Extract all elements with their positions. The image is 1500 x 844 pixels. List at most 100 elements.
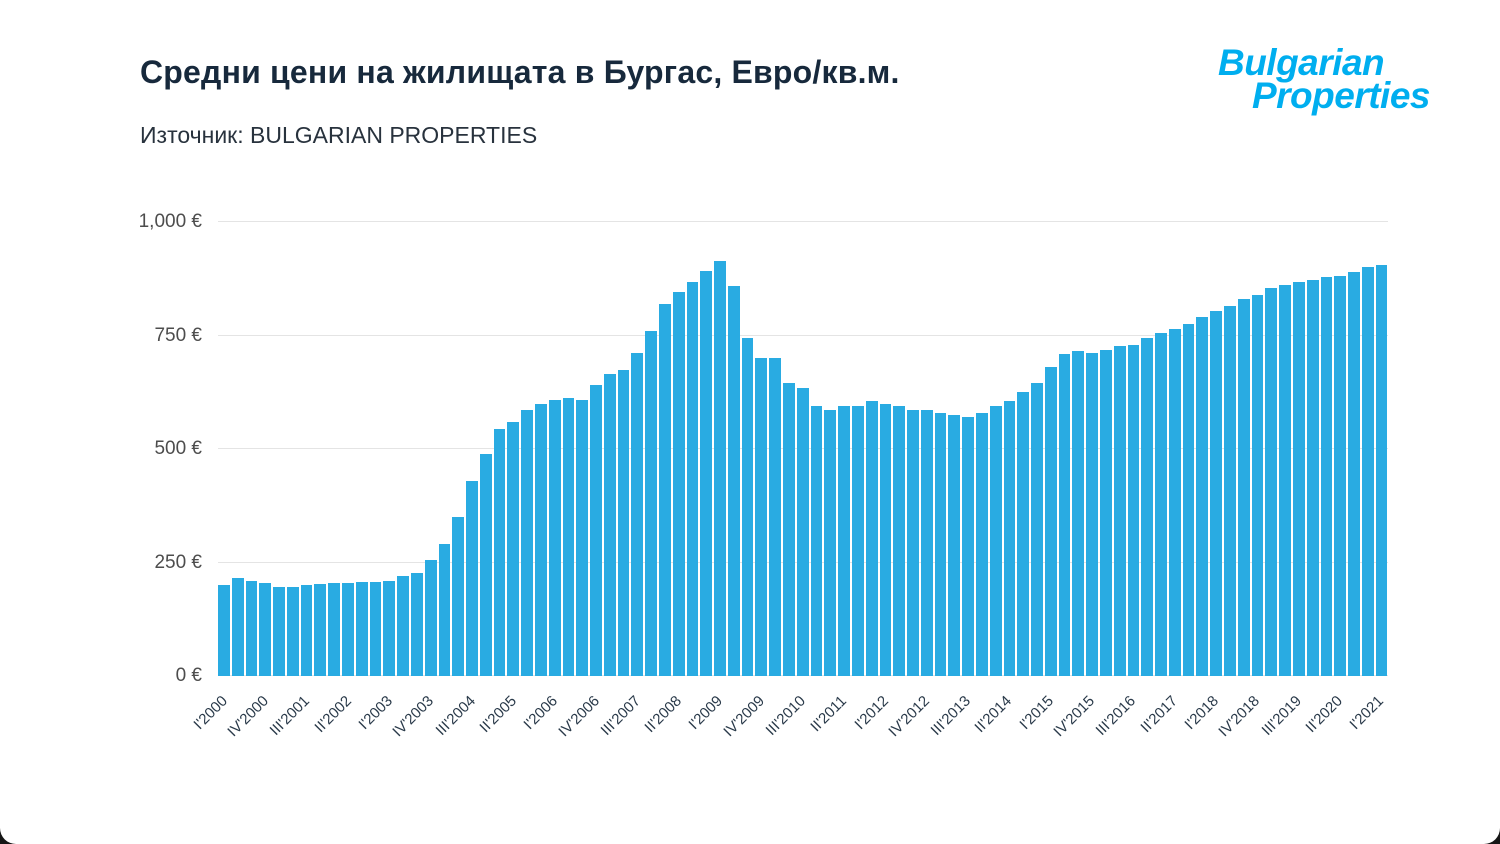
bar-III'2001	[300, 585, 313, 676]
bar-II'2006	[562, 398, 575, 676]
bar-I'2009	[714, 260, 726, 676]
bar-IV'2007	[645, 330, 657, 676]
bulgarian-properties-logo: Bulgarian Properties	[1218, 44, 1431, 117]
bar-III'2015	[1072, 351, 1085, 676]
bar-III'2005	[521, 410, 533, 676]
bars-container	[218, 222, 1388, 676]
bar-I'2018	[1210, 310, 1223, 676]
bar-I'2011	[824, 410, 837, 676]
bar-III'2012	[907, 410, 919, 676]
bar-I'2016	[1100, 350, 1112, 676]
bar-IV'2019	[1306, 280, 1319, 676]
bar-II'2003	[397, 576, 409, 676]
bar-III'2014	[1017, 392, 1030, 676]
bar-IV'2012	[920, 410, 933, 676]
bar-II'2000	[231, 578, 244, 676]
bar-IV'2020	[1361, 267, 1374, 676]
bar-IV'2004	[479, 453, 492, 676]
bar-III'2000	[245, 580, 258, 676]
bar-II'2009	[727, 285, 740, 676]
bar-II'2008	[672, 292, 685, 676]
y-axis-label-1000: 1,000 €	[138, 211, 202, 232]
bar-II'2012	[893, 405, 906, 676]
bar-IV'2002	[369, 582, 382, 676]
page-title: Средни цени на жилищата в Бургас, Евро/к…	[140, 54, 900, 90]
bar-I'2003	[383, 580, 396, 676]
bar-III'2020	[1348, 271, 1360, 676]
bar-III'2002	[355, 582, 368, 676]
bar-II'2017	[1168, 328, 1181, 676]
bar-IV'2003	[424, 560, 437, 676]
bar-III'2018	[1237, 299, 1250, 676]
gridline-1000	[218, 221, 1388, 222]
plot-area: I'2000 IV'2000 III'2001 II'2002 I'2003 IV'200…	[139, 211, 1388, 740]
bar-IV'2016	[1141, 337, 1154, 676]
x-axis-labels: I'2000 IV'2000 III'2001 II'2002 I'2003 IV'200…	[190, 676, 1388, 796]
source-label: Източник: BULGARIAN PROPERTIES	[140, 122, 538, 148]
bar-III'2017	[1182, 324, 1195, 676]
gridline-750	[218, 334, 1388, 336]
bar-II'2014	[1003, 401, 1016, 676]
bar-II'2005	[507, 421, 520, 676]
bar-II'2001	[286, 587, 299, 676]
bar-II'2020	[1334, 275, 1347, 676]
bar-I'2013	[934, 412, 947, 676]
bar-I'2014	[989, 405, 1002, 676]
y-axis-label-250: 250 €	[154, 551, 202, 573]
bar-IV'2018	[1251, 294, 1264, 676]
bar-II'2007	[617, 369, 630, 676]
bar-IV'2015	[1086, 352, 1098, 676]
bar-II'2018	[1224, 306, 1236, 676]
y-axis-label-750: 750 €	[154, 324, 202, 346]
bar-II'2015	[1058, 353, 1071, 676]
logo-line-1: Bulgarian	[1217, 42, 1385, 83]
bar-III'2013	[962, 417, 974, 676]
bar-I'2002	[328, 582, 341, 676]
bar-I'2001	[273, 587, 285, 676]
bar-I'2006	[548, 399, 561, 676]
bar-I'2007	[603, 374, 616, 676]
bar-II'2002	[342, 582, 354, 676]
y-axis-label-500: 500 €	[154, 438, 202, 459]
bar-II'2019	[1279, 284, 1291, 676]
bar-I'2021	[1375, 265, 1388, 676]
bar-III'2008	[686, 281, 699, 676]
bar-III'2003	[410, 572, 423, 676]
bar-III'2011	[851, 405, 864, 676]
bar-III'2006	[576, 399, 589, 676]
bar-IV'2013	[975, 412, 988, 676]
bar-IV'2001	[314, 584, 327, 676]
bar-IV'2005	[534, 403, 547, 676]
bar-IV'2011	[865, 401, 878, 676]
bar-I'2017	[1155, 333, 1167, 676]
y-axis-label-0: 0 €	[175, 665, 202, 686]
bar-II'2013	[948, 414, 961, 676]
bar-II'2004	[452, 517, 465, 676]
logo-line-2: Properties	[1251, 75, 1431, 117]
bar-I'2010	[769, 358, 782, 676]
bar-IV'2000	[259, 582, 272, 676]
bar-I'2015	[1044, 367, 1057, 676]
bar-I'2008	[659, 303, 671, 676]
bar-I'2020	[1320, 277, 1333, 676]
bar-IV'2014	[1031, 383, 1043, 676]
bar-IV'2008	[700, 271, 713, 676]
bar-III'2009	[741, 337, 754, 676]
bar-IV'2017	[1196, 317, 1209, 676]
bar-IV'2006	[590, 385, 602, 676]
bar-II'2010	[783, 383, 795, 676]
bar-I'2000	[218, 585, 230, 676]
bar-I'2004	[438, 544, 451, 676]
bar-II'2011	[838, 405, 850, 676]
bar-III'2004	[466, 480, 478, 676]
bar-IV'2010	[810, 405, 823, 676]
bar-I'2019	[1265, 287, 1278, 676]
bar-IV'2009	[755, 358, 768, 676]
bar-II'2016	[1113, 345, 1126, 676]
bar-I'2012	[879, 403, 892, 676]
bar-III'2016	[1127, 344, 1140, 676]
bar-I'2005	[493, 428, 506, 676]
bar-III'2010	[796, 387, 809, 676]
bar-III'2019	[1292, 281, 1305, 676]
